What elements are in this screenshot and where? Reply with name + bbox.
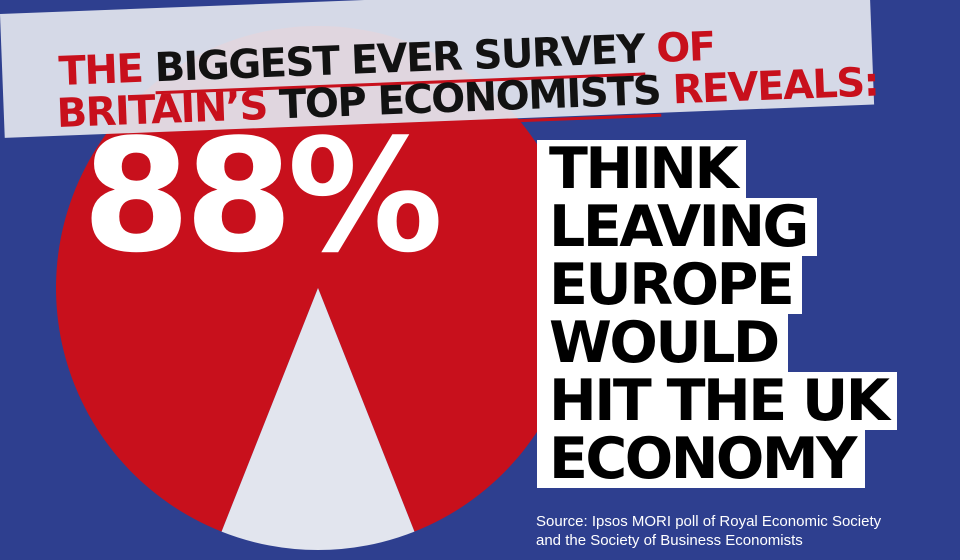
pie-slice-88 [55, 26, 581, 532]
claim-line: LEAVING [537, 198, 817, 256]
headline-text: REVEALS: [659, 59, 880, 114]
claim-line: EUROPE [537, 256, 803, 314]
claim-line: ECONOMY [537, 430, 865, 488]
claim-line: THINK [537, 140, 747, 198]
headline-stat: 88% [82, 105, 443, 287]
source-note: Source: Ipsos MORI poll of Royal Economi… [536, 512, 956, 550]
claim-block: THINK LEAVING EUROPE WOULD HIT THE UK EC… [537, 140, 937, 488]
source-line-1: Source: Ipsos MORI poll of Royal Economi… [536, 513, 882, 530]
claim-line: HIT THE UK [537, 372, 898, 430]
source-line-2: and the Society of Business Economists [536, 532, 803, 549]
claim-line: WOULD [537, 314, 788, 372]
pie-slice-12 [221, 288, 415, 550]
